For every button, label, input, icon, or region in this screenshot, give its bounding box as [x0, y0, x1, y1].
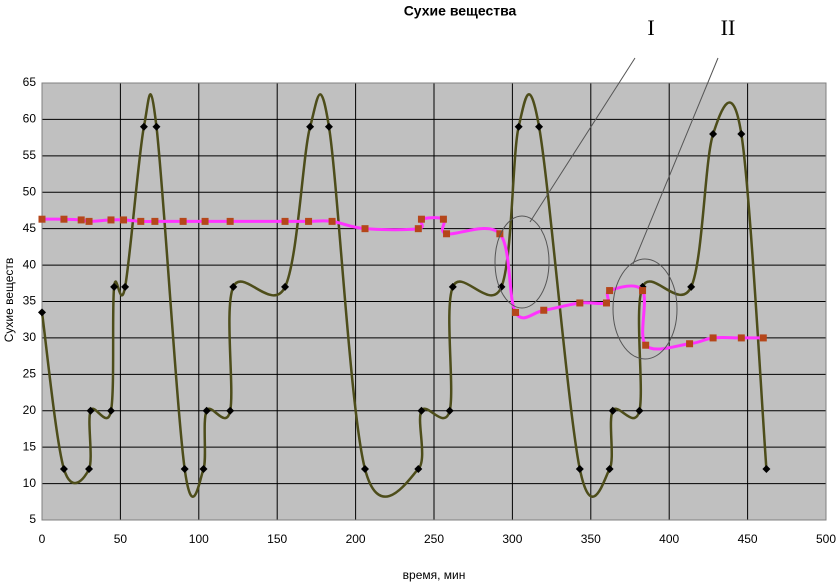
- chart-title: Сухие вещества: [404, 3, 517, 19]
- point: [642, 341, 650, 349]
- point: [139, 122, 148, 131]
- point: [86, 406, 95, 415]
- point: [639, 287, 647, 295]
- y-tick-label: 65: [23, 75, 37, 89]
- point: [737, 129, 746, 138]
- point: [497, 282, 506, 291]
- point: [512, 308, 520, 316]
- point: [540, 306, 548, 314]
- point: [448, 282, 457, 291]
- y-axis-label: Сухие веществ: [2, 258, 16, 343]
- x-axis-label: время, мин: [403, 568, 466, 582]
- point: [709, 129, 718, 138]
- point: [762, 465, 771, 474]
- point: [602, 299, 610, 307]
- point: [107, 216, 115, 224]
- point: [605, 465, 614, 474]
- point: [417, 406, 426, 415]
- point: [120, 216, 128, 224]
- point: [306, 122, 315, 131]
- annotation: II: [721, 15, 736, 40]
- point: [77, 216, 85, 224]
- y-tick-label: 15: [23, 439, 37, 453]
- point: [737, 334, 745, 342]
- point: [85, 217, 93, 225]
- point: [60, 215, 68, 223]
- point: [38, 215, 46, 223]
- point: [417, 215, 425, 223]
- x-tick-label: 250: [424, 532, 444, 546]
- y-tick-label: 5: [29, 512, 36, 526]
- point: [179, 217, 187, 225]
- point: [686, 340, 694, 348]
- point: [709, 334, 717, 342]
- point: [137, 217, 145, 225]
- y-tick-label: 10: [23, 476, 37, 490]
- x-tick-label: 200: [346, 532, 366, 546]
- point: [439, 215, 447, 223]
- point: [414, 225, 422, 233]
- y-tick-label: 35: [23, 294, 37, 308]
- point: [443, 230, 451, 238]
- x-tick-label: 500: [816, 532, 836, 546]
- point: [202, 406, 211, 415]
- annotation: I: [647, 15, 654, 40]
- y-tick-label: 20: [23, 403, 37, 417]
- point: [281, 282, 290, 291]
- point: [85, 465, 94, 474]
- y-tick-label: 45: [23, 221, 37, 235]
- point: [608, 406, 617, 415]
- point: [201, 217, 209, 225]
- y-tick-label: 60: [23, 112, 37, 126]
- y-tick-label: 55: [23, 148, 37, 162]
- x-tick-label: 100: [189, 532, 209, 546]
- y-tick-label: 30: [23, 330, 37, 344]
- plot-border: [41, 82, 827, 521]
- x-tick-label: 450: [738, 532, 758, 546]
- point: [121, 282, 130, 291]
- x-tick-label: 400: [659, 532, 679, 546]
- annotation-shapes: [494, 57, 719, 360]
- point: [226, 217, 234, 225]
- point: [226, 406, 235, 415]
- point: [328, 217, 336, 225]
- point: [38, 308, 46, 317]
- y-tick-label: 50: [23, 184, 37, 198]
- point: [59, 465, 68, 474]
- point: [180, 465, 189, 474]
- point: [759, 334, 767, 342]
- point: [575, 465, 584, 474]
- point: [535, 122, 544, 131]
- point: [635, 406, 644, 415]
- x-tick-label: 150: [267, 532, 287, 546]
- point: [514, 122, 523, 131]
- point: [445, 406, 454, 415]
- point: [687, 282, 696, 291]
- y-tick-label: 25: [23, 367, 37, 381]
- point: [414, 465, 423, 474]
- point: [229, 282, 238, 291]
- point: [496, 230, 504, 238]
- x-tick-label: 350: [581, 532, 601, 546]
- point: [324, 122, 333, 131]
- point: [152, 122, 161, 131]
- point: [281, 217, 289, 225]
- y-tick-label: 40: [23, 257, 37, 271]
- point: [151, 217, 159, 225]
- x-tick-label: 0: [39, 532, 46, 546]
- point: [606, 287, 614, 295]
- point: [199, 465, 208, 474]
- point: [305, 217, 313, 225]
- point: [106, 406, 115, 415]
- x-tick-label: 300: [502, 532, 522, 546]
- point: [576, 299, 584, 307]
- point: [361, 225, 369, 233]
- point: [110, 282, 119, 291]
- x-tick-label: 50: [114, 532, 128, 546]
- point: [361, 465, 370, 474]
